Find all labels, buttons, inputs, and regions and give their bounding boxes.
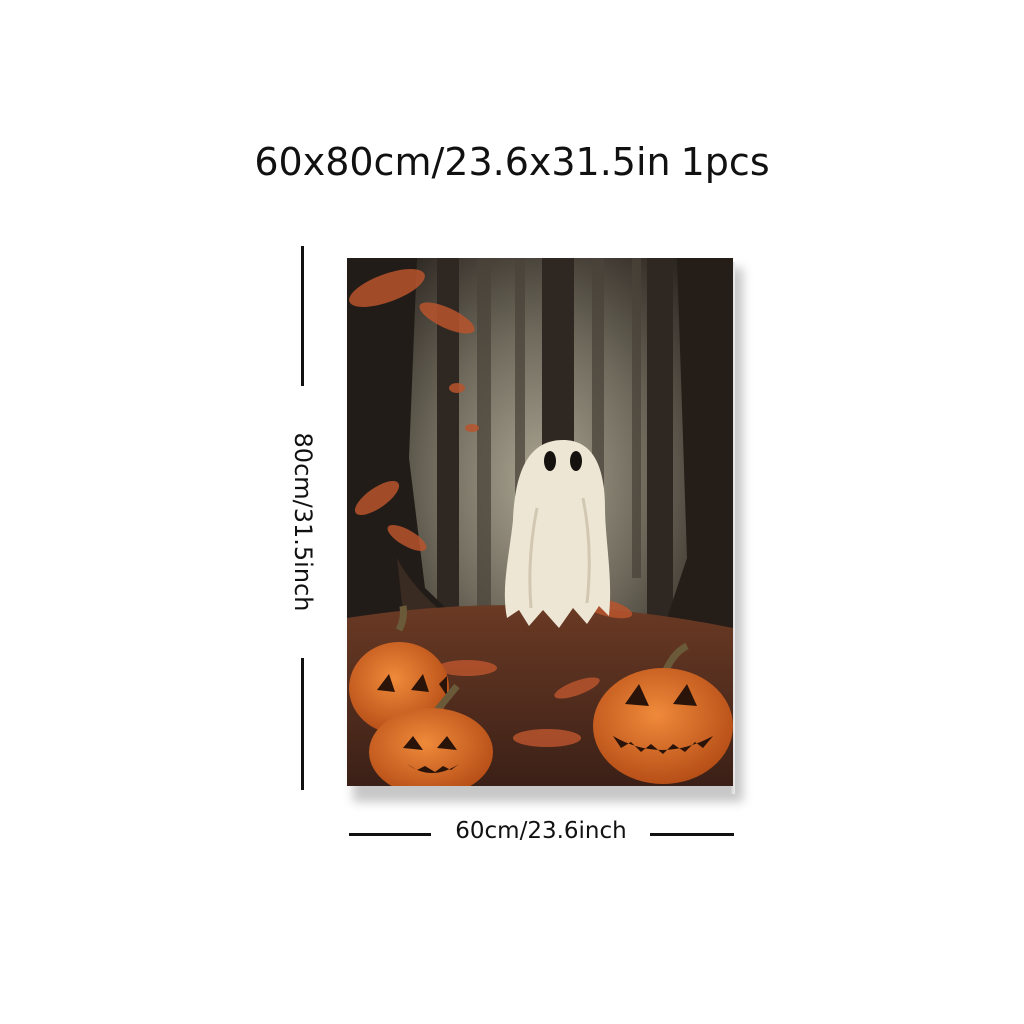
height-dimension-line-bottom xyxy=(301,658,304,790)
height-dimension-line-top xyxy=(301,246,304,386)
width-dimension-line-left xyxy=(349,833,431,836)
product-size-title: 60x80cm/23.6x31.5in 1pcs xyxy=(0,140,1024,184)
height-dimension-label: 80cm/31.5inch xyxy=(289,432,317,612)
width-dimension-label: 60cm/23.6inch xyxy=(455,818,627,844)
quantity-label: 1pcs xyxy=(680,140,770,184)
size-label: 60x80cm/23.6x31.5in xyxy=(254,140,671,184)
artwork-image xyxy=(347,258,733,786)
width-dimension-line-right xyxy=(650,833,734,836)
canvas-print xyxy=(347,258,743,802)
canvas-edge xyxy=(731,262,735,794)
